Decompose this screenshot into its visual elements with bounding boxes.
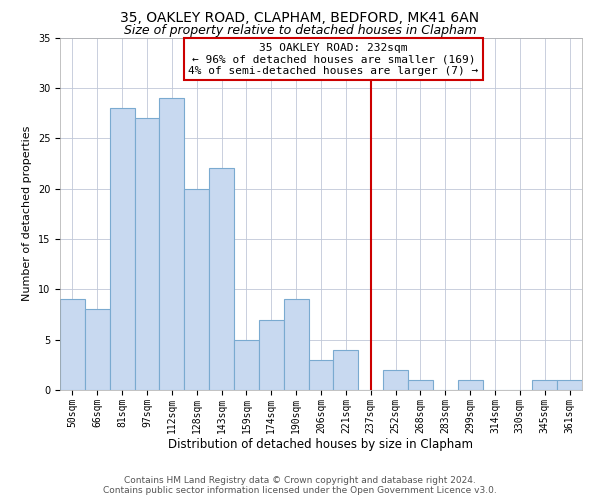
- Bar: [184, 188, 209, 390]
- Bar: [85, 310, 110, 390]
- Bar: [284, 300, 308, 390]
- Text: Contains HM Land Registry data © Crown copyright and database right 2024.
Contai: Contains HM Land Registry data © Crown c…: [103, 476, 497, 495]
- Bar: [160, 98, 184, 390]
- Bar: [110, 108, 134, 390]
- Bar: [383, 370, 408, 390]
- Text: 35 OAKLEY ROAD: 232sqm
← 96% of detached houses are smaller (169)
4% of semi-det: 35 OAKLEY ROAD: 232sqm ← 96% of detached…: [188, 42, 479, 76]
- Bar: [60, 300, 85, 390]
- Bar: [557, 380, 582, 390]
- Bar: [209, 168, 234, 390]
- Bar: [308, 360, 334, 390]
- Bar: [458, 380, 482, 390]
- Bar: [259, 320, 284, 390]
- Bar: [532, 380, 557, 390]
- Text: Size of property relative to detached houses in Clapham: Size of property relative to detached ho…: [124, 24, 476, 37]
- Text: 35, OAKLEY ROAD, CLAPHAM, BEDFORD, MK41 6AN: 35, OAKLEY ROAD, CLAPHAM, BEDFORD, MK41 …: [121, 11, 479, 25]
- Bar: [408, 380, 433, 390]
- Bar: [134, 118, 160, 390]
- Y-axis label: Number of detached properties: Number of detached properties: [22, 126, 32, 302]
- Bar: [334, 350, 358, 390]
- X-axis label: Distribution of detached houses by size in Clapham: Distribution of detached houses by size …: [169, 438, 473, 452]
- Bar: [234, 340, 259, 390]
